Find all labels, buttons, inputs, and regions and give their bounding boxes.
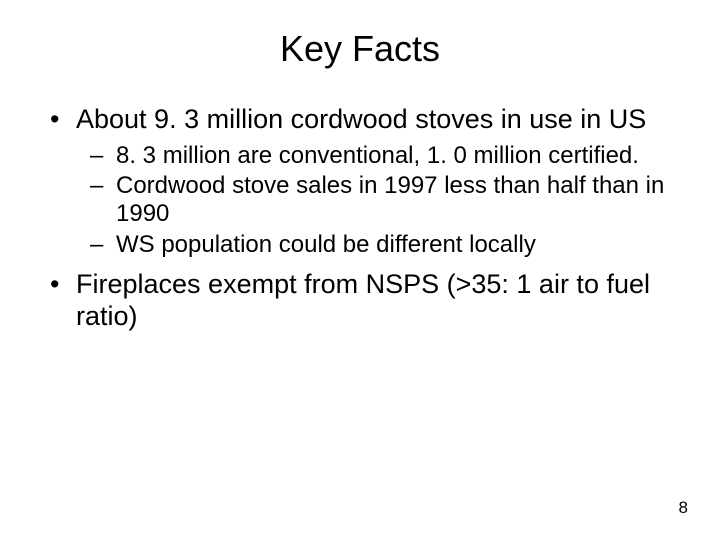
slide-content: About 9. 3 million cordwood stoves in us…: [40, 104, 680, 333]
sub-bullet-item: WS population could be different locally: [48, 231, 680, 259]
sub-bullet-group: 8. 3 million are conventional, 1. 0 mill…: [48, 142, 680, 259]
bullet-item: Fireplaces exempt from NSPS (>35: 1 air …: [48, 269, 680, 333]
slide-title: Key Facts: [40, 28, 680, 70]
sub-bullet-item: Cordwood stove sales in 1997 less than h…: [48, 172, 680, 229]
sub-bullet-item: 8. 3 million are conventional, 1. 0 mill…: [48, 142, 680, 170]
slide: Key Facts About 9. 3 million cordwood st…: [0, 0, 720, 540]
bullet-item: About 9. 3 million cordwood stoves in us…: [48, 104, 680, 136]
page-number: 8: [679, 498, 688, 518]
